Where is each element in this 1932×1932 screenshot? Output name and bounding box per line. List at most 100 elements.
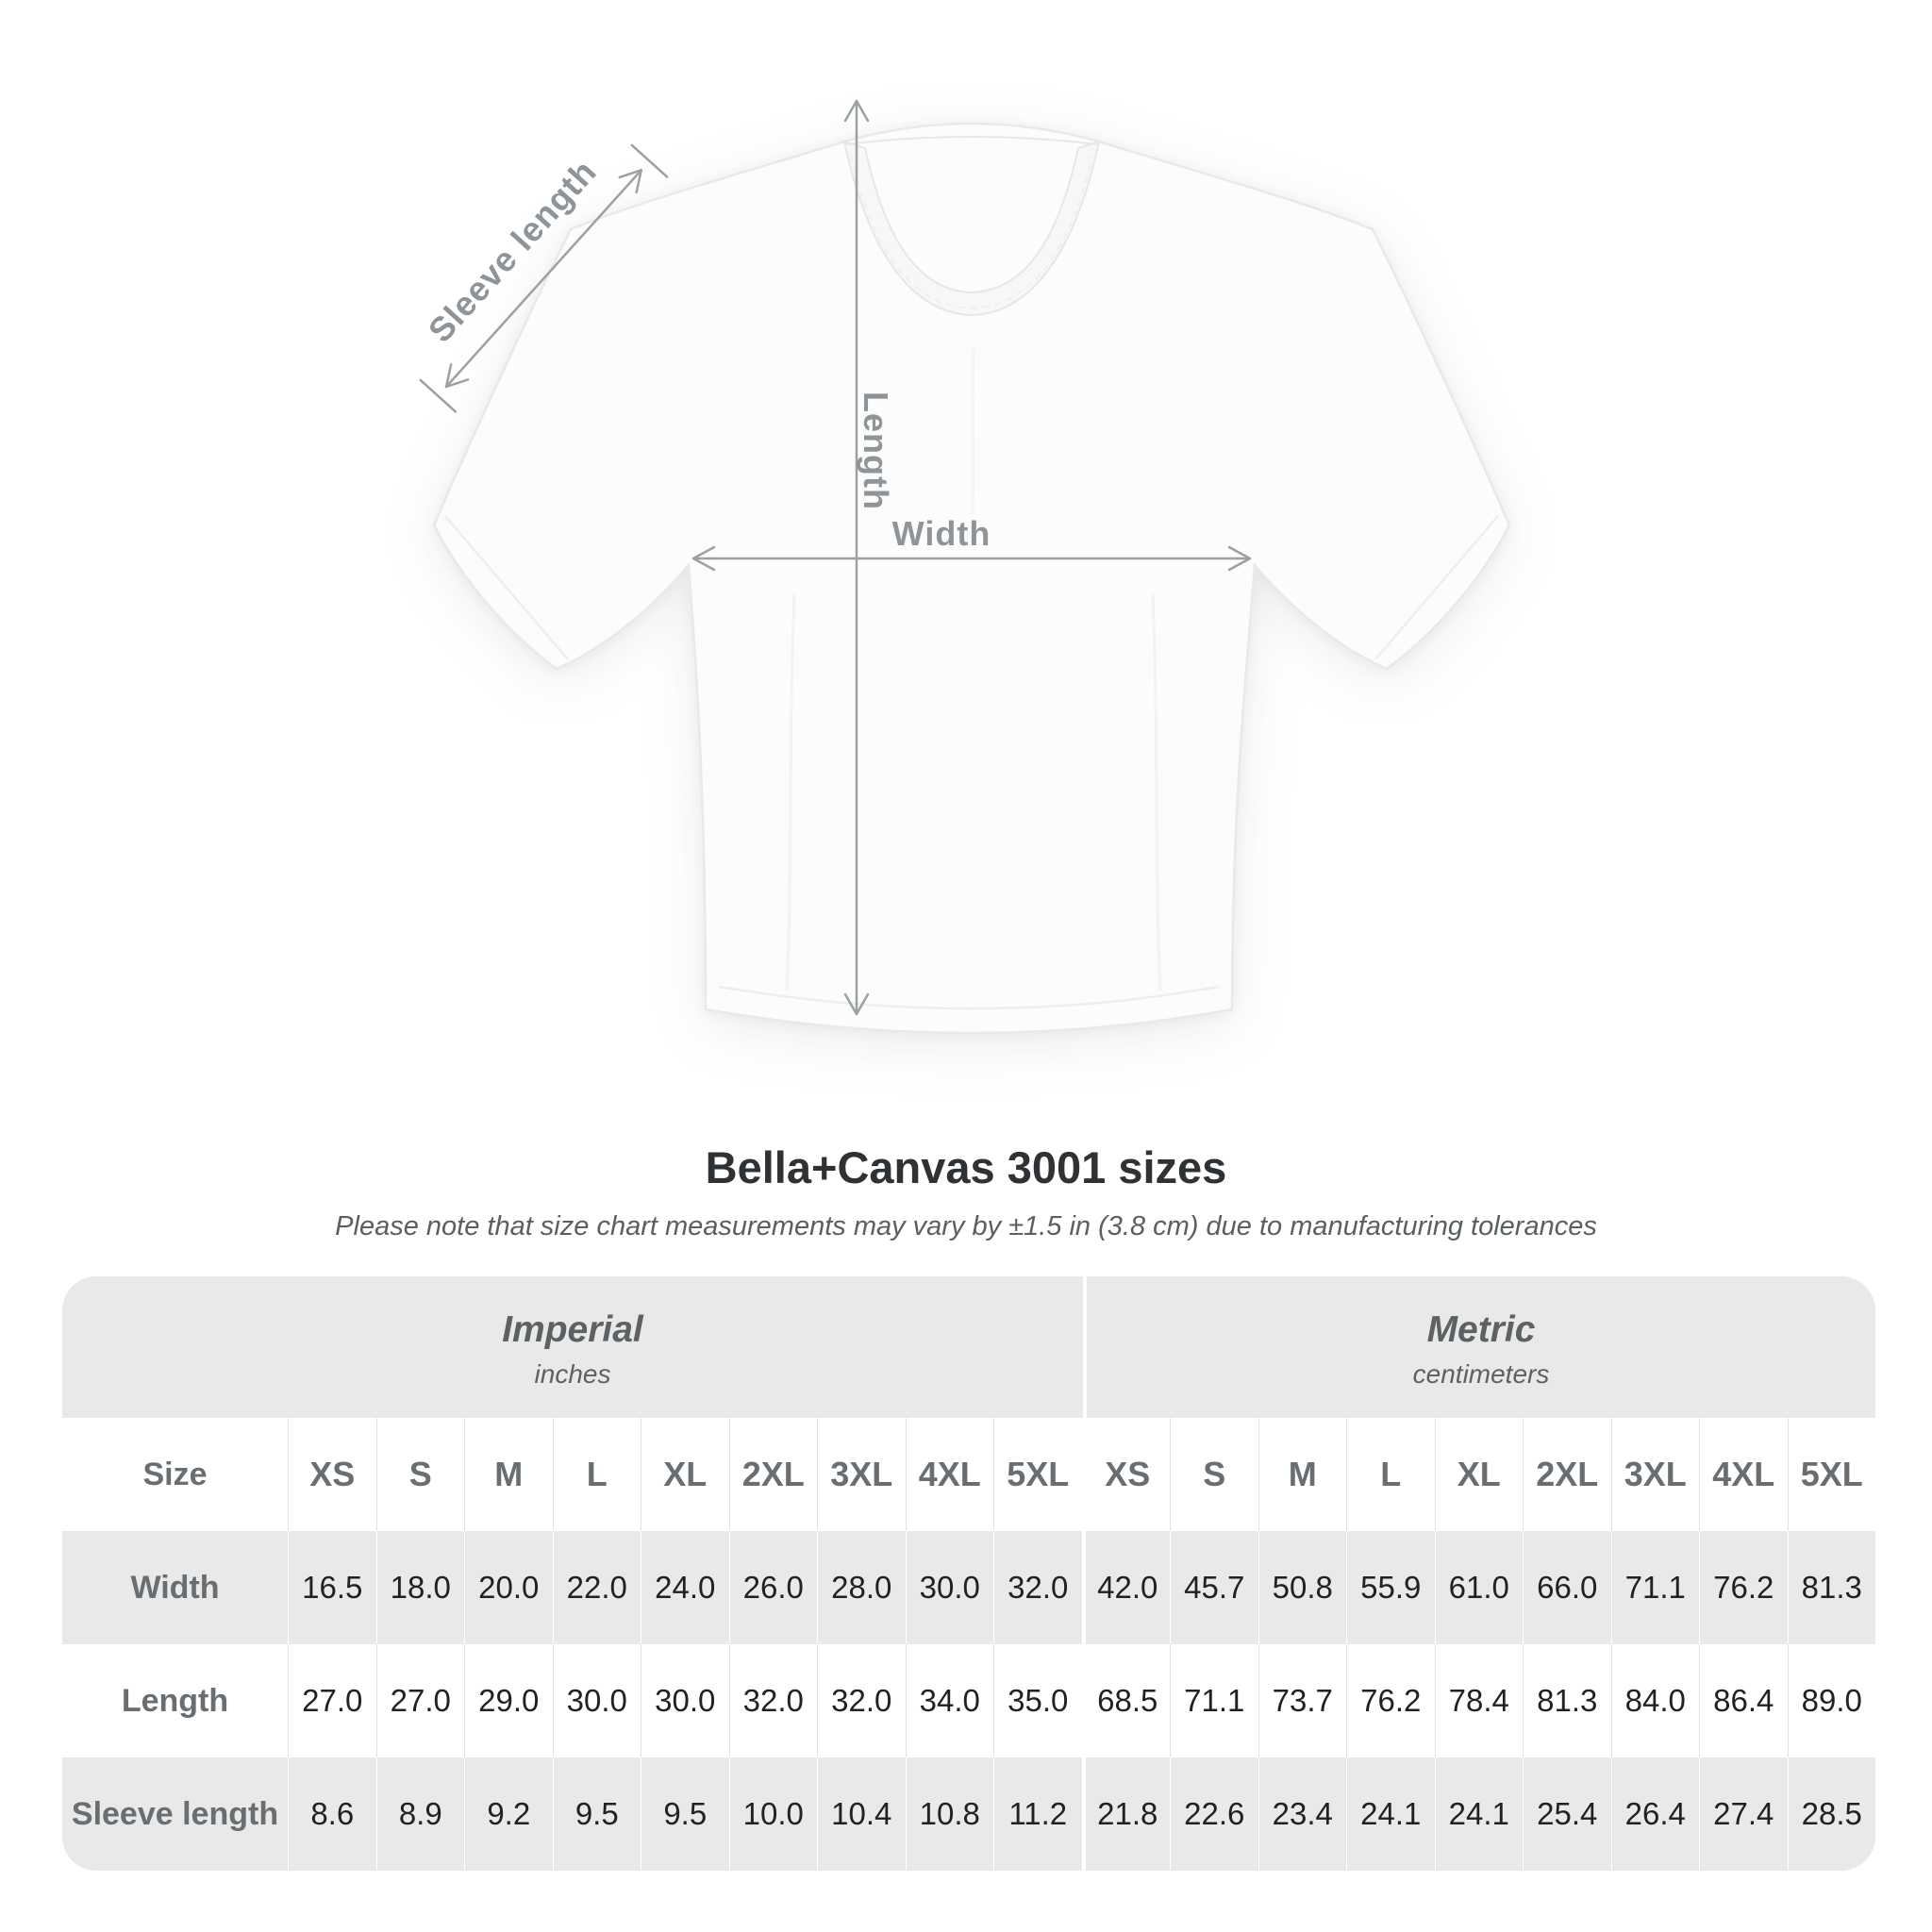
width-dimension: Width xyxy=(691,514,1252,572)
value-cell: 9.2 xyxy=(464,1757,553,1871)
value-cell: 66.0 xyxy=(1523,1531,1611,1644)
value-cell: 71.1 xyxy=(1170,1644,1258,1757)
fold-line xyxy=(1151,593,1162,991)
size-cell: L xyxy=(1346,1418,1435,1531)
page-title: Bella+Canvas 3001 sizes xyxy=(705,1142,1227,1192)
value-cell: 86.4 xyxy=(1699,1644,1788,1757)
value-cell: 11.2 xyxy=(993,1757,1082,1871)
value-cell: 18.0 xyxy=(375,1531,465,1644)
value-cell: 9.5 xyxy=(552,1757,641,1871)
value-cell: 20.0 xyxy=(464,1531,553,1644)
arrowhead xyxy=(1227,545,1252,572)
value-cell: 24.1 xyxy=(1434,1757,1524,1871)
value-cell: 16.5 xyxy=(288,1531,376,1644)
size-cell: 3XL xyxy=(817,1418,906,1531)
size-cell: 4XL xyxy=(1699,1418,1788,1531)
unit-header-row: Imperial inches Metric centimeters xyxy=(62,1276,1875,1418)
size-cell: XL xyxy=(641,1418,729,1531)
value-cell: 84.0 xyxy=(1610,1644,1700,1757)
width-label: Width xyxy=(892,514,991,553)
value-cell: 73.7 xyxy=(1257,1644,1347,1757)
value-cell: 35.0 xyxy=(993,1644,1082,1757)
size-table: Imperial inches Metric centimeters Size … xyxy=(62,1276,1875,1871)
tshirt-diagram: Sleeve length Length Width xyxy=(419,99,1511,1035)
value-cell: 61.0 xyxy=(1434,1531,1524,1644)
value-cell: 42.0 xyxy=(1081,1531,1171,1644)
arrowhead xyxy=(618,169,643,194)
value-cell: 25.4 xyxy=(1523,1757,1611,1871)
value-cell: 26.0 xyxy=(728,1531,818,1644)
table-row-sleeve-length: Sleeve length 8.6 8.9 9.2 9.5 9.5 10.0 1… xyxy=(62,1757,1875,1871)
dimension-end-tick xyxy=(630,143,669,178)
value-cell: 8.9 xyxy=(375,1757,465,1871)
value-cell: 10.4 xyxy=(817,1757,906,1871)
value-cell: 27.4 xyxy=(1699,1757,1788,1871)
value-cell: 26.4 xyxy=(1610,1757,1700,1871)
value-cell: 21.8 xyxy=(1081,1757,1171,1871)
collar-back-seam xyxy=(845,136,1098,145)
length-label: Length xyxy=(857,391,895,510)
arrowhead xyxy=(843,992,870,1016)
imperial-header: Imperial inches xyxy=(62,1276,1083,1418)
value-cell: 22.6 xyxy=(1170,1757,1258,1871)
page-subtitle: Please note that size chart measurements… xyxy=(335,1211,1597,1241)
size-cell: XS xyxy=(1081,1418,1171,1531)
value-cell: 10.0 xyxy=(728,1757,818,1871)
size-cell: S xyxy=(1170,1418,1258,1531)
value-cell: 32.0 xyxy=(993,1531,1082,1644)
value-cell: 10.8 xyxy=(905,1757,994,1871)
tshirt-collar xyxy=(842,140,1101,317)
value-cell: 81.3 xyxy=(1787,1531,1876,1644)
value-cell: 29.0 xyxy=(464,1644,553,1757)
value-cell: 30.0 xyxy=(641,1644,729,1757)
size-cell: XS xyxy=(288,1418,376,1531)
value-cell: 22.0 xyxy=(552,1531,641,1644)
value-cell: 27.0 xyxy=(288,1644,376,1757)
value-cell: 8.6 xyxy=(288,1757,376,1871)
size-cell: S xyxy=(375,1418,465,1531)
value-cell: 71.1 xyxy=(1610,1531,1700,1644)
value-cell: 30.0 xyxy=(905,1531,994,1644)
tshirt-graphic xyxy=(432,122,1511,1035)
metric-header: Metric centimeters xyxy=(1083,1276,1875,1418)
tshirt-body xyxy=(432,122,1511,1035)
value-cell: 45.7 xyxy=(1170,1531,1258,1644)
value-cell: 30.0 xyxy=(552,1644,641,1757)
collar-stitch xyxy=(850,155,1093,310)
size-cell: 5XL xyxy=(993,1418,1082,1531)
bottom-hem-stitch xyxy=(718,985,1220,1010)
imperial-name: Imperial xyxy=(502,1308,643,1350)
fold-line xyxy=(785,593,796,991)
value-cell: 55.9 xyxy=(1346,1531,1435,1644)
value-cell: 28.5 xyxy=(1787,1757,1876,1871)
size-cell: M xyxy=(464,1418,553,1531)
size-cell: XL xyxy=(1434,1418,1524,1531)
value-cell: 78.4 xyxy=(1434,1644,1524,1757)
size-cell: 2XL xyxy=(728,1418,818,1531)
value-cell: 68.5 xyxy=(1081,1644,1171,1757)
value-cell: 27.0 xyxy=(375,1644,465,1757)
sleeve-dimension-line xyxy=(444,169,643,389)
value-cell: 24.0 xyxy=(641,1531,729,1644)
value-cell: 34.0 xyxy=(905,1644,994,1757)
size-cell: 2XL xyxy=(1523,1418,1611,1531)
imperial-unit: inches xyxy=(534,1358,611,1389)
metric-unit: centimeters xyxy=(1412,1358,1550,1389)
row-label: Sleeve length xyxy=(71,1795,279,1832)
value-cell: 89.0 xyxy=(1787,1644,1876,1757)
size-column-label: Size xyxy=(142,1456,208,1492)
table-row-length: Length 27.0 27.0 29.0 30.0 30.0 32.0 32.… xyxy=(62,1644,1875,1757)
size-cell: L xyxy=(552,1418,641,1531)
row-label: Length xyxy=(121,1682,229,1719)
value-cell: 24.1 xyxy=(1346,1757,1435,1871)
value-cell: 23.4 xyxy=(1257,1757,1347,1871)
value-cell: 32.0 xyxy=(817,1644,906,1757)
value-cell: 28.0 xyxy=(817,1531,906,1644)
value-cell: 81.3 xyxy=(1523,1644,1611,1757)
right-cuff-stitch xyxy=(1374,515,1499,660)
value-cell: 50.8 xyxy=(1257,1531,1347,1644)
fold-line xyxy=(971,348,975,515)
table-row-width: Width 16.5 18.0 20.0 22.0 24.0 26.0 28.0… xyxy=(62,1531,1875,1644)
size-cell: 4XL xyxy=(905,1418,994,1531)
